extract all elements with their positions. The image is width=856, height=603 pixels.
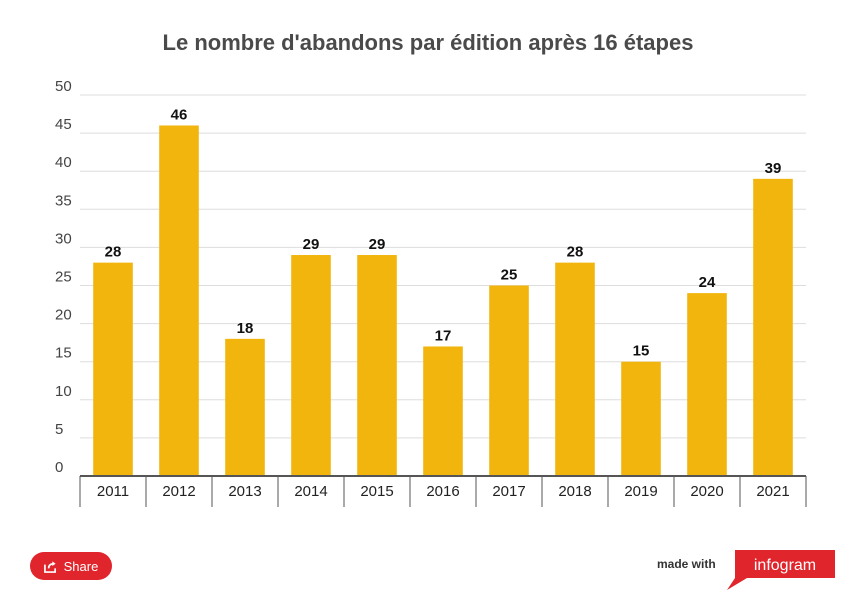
bar-chart: 0 5 10 15 20 25 30 35 40 45 50 28 46 18 29 29 17 25 28 15 24… xyxy=(55,78,807,507)
data-label: 28 xyxy=(567,244,584,261)
x-tick-label: 2019 xyxy=(624,483,657,500)
y-tick-label: 10 xyxy=(55,383,72,400)
bar[interactable] xyxy=(423,346,463,476)
infogram-logo[interactable]: infogram xyxy=(727,546,835,590)
y-tick-label: 15 xyxy=(55,345,72,362)
bar[interactable] xyxy=(555,262,595,476)
x-tick-label: 2014 xyxy=(294,483,327,500)
infogram-logo-text: infogram xyxy=(754,557,816,574)
bar[interactable] xyxy=(621,361,661,476)
x-tick-label: 2020 xyxy=(690,483,723,500)
x-tick-label: 2016 xyxy=(426,483,459,500)
bar[interactable] xyxy=(687,293,727,476)
x-tick-label: 2011 xyxy=(97,483,129,500)
x-tick-label: 2012 xyxy=(162,483,195,500)
bar[interactable] xyxy=(93,262,133,476)
bar[interactable] xyxy=(291,255,331,476)
made-with-text: made with xyxy=(657,557,716,571)
y-tick-label: 20 xyxy=(55,307,72,324)
bar[interactable] xyxy=(159,125,199,476)
bar[interactable] xyxy=(357,255,397,476)
data-label: 28 xyxy=(105,244,122,261)
x-tick-label: 2021 xyxy=(756,483,789,500)
share-label: Share xyxy=(63,558,99,574)
data-label: 29 xyxy=(369,236,386,253)
data-label: 29 xyxy=(303,236,320,253)
y-tick-label: 50 xyxy=(55,78,72,95)
infogram-logo-shape xyxy=(727,550,835,590)
x-tick-label: 2018 xyxy=(558,483,591,500)
bar[interactable] xyxy=(753,178,793,476)
x-tick-label: 2015 xyxy=(360,483,393,500)
y-tick-label: 35 xyxy=(55,192,72,209)
y-tick-label: 40 xyxy=(55,154,72,171)
y-tick-label: 5 xyxy=(55,421,63,438)
x-tick-label: 2017 xyxy=(492,483,525,500)
data-label: 39 xyxy=(765,160,782,177)
share-icon xyxy=(43,560,56,573)
bar[interactable] xyxy=(225,338,265,476)
y-tick-label: 25 xyxy=(55,269,72,286)
data-label: 25 xyxy=(501,267,518,284)
data-label: 17 xyxy=(435,327,452,344)
bar[interactable] xyxy=(489,285,529,477)
data-label: 46 xyxy=(171,106,188,123)
data-label: 24 xyxy=(699,274,716,291)
share-button[interactable]: Share xyxy=(30,552,112,580)
y-tick-label: 30 xyxy=(55,230,72,247)
y-tick-label: 0 xyxy=(55,459,63,476)
data-label: 15 xyxy=(633,343,650,360)
chart-title: Le nombre d'abandons par édition après 1… xyxy=(162,30,694,55)
data-label: 18 xyxy=(237,320,254,337)
x-tick-label: 2013 xyxy=(228,483,261,500)
y-tick-label: 45 xyxy=(55,116,72,133)
